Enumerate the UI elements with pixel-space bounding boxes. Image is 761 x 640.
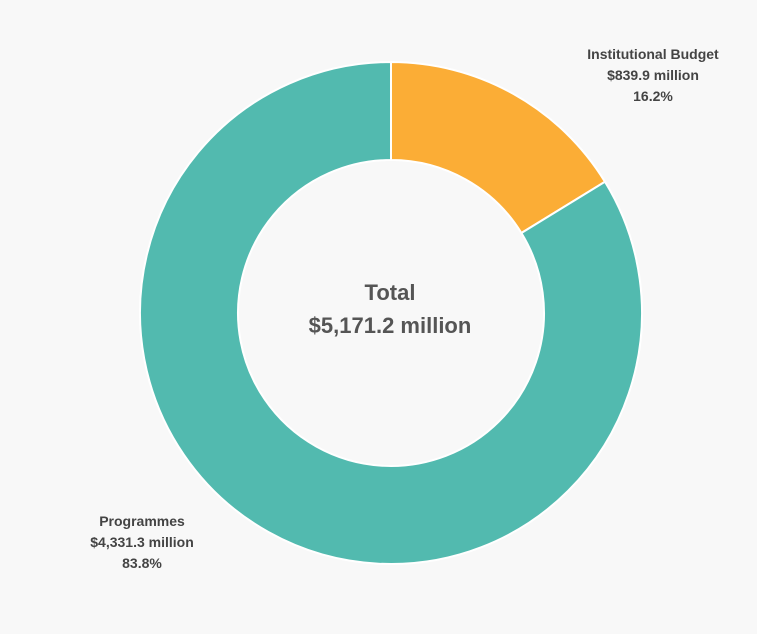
slice-programmes [139, 60, 643, 565]
slice-value-institutional-budget: $839.9 million [607, 67, 699, 83]
slice-percent-programmes: 83.8% [122, 555, 162, 571]
slice-percent-institutional-budget: 16.2% [633, 88, 673, 104]
slice-label-programmes: Programmes [99, 513, 185, 529]
donut-slices [139, 60, 643, 565]
slice-label-institutional-budget: Institutional Budget [587, 46, 719, 62]
center-total-label: Total [365, 280, 416, 305]
center-total-value: $5,171.2 million [309, 313, 472, 338]
slice-value-programmes: $4,331.3 million [90, 534, 194, 550]
